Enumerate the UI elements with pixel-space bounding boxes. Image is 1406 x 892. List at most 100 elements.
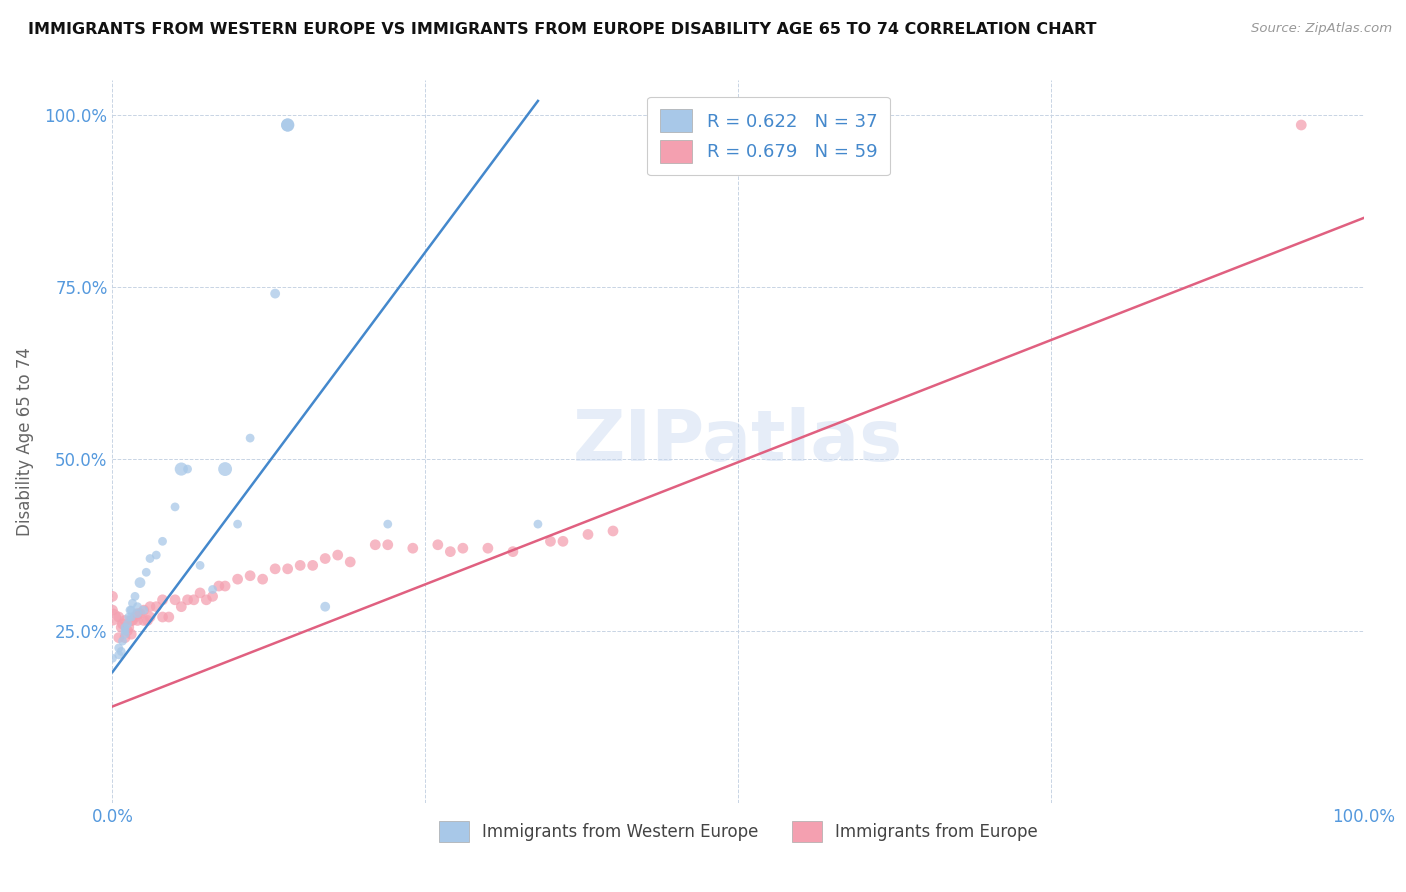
Point bbox=[195, 592, 218, 607]
Point bbox=[118, 603, 141, 617]
Point bbox=[152, 610, 174, 624]
Point bbox=[239, 431, 262, 445]
Point bbox=[114, 631, 136, 645]
Point bbox=[188, 558, 211, 573]
Point bbox=[114, 614, 136, 628]
Point bbox=[208, 579, 231, 593]
Point bbox=[277, 118, 299, 132]
Point bbox=[107, 631, 129, 645]
Point bbox=[451, 541, 474, 556]
Point bbox=[226, 572, 249, 586]
Point bbox=[277, 562, 299, 576]
Point bbox=[139, 551, 162, 566]
Point bbox=[101, 603, 124, 617]
Text: IMMIGRANTS FROM WESTERN EUROPE VS IMMIGRANTS FROM EUROPE DISABILITY AGE 65 TO 74: IMMIGRANTS FROM WESTERN EUROPE VS IMMIGR… bbox=[28, 22, 1097, 37]
Point bbox=[170, 462, 193, 476]
Point bbox=[551, 534, 574, 549]
Point bbox=[118, 610, 141, 624]
Point bbox=[214, 579, 236, 593]
Point bbox=[170, 599, 193, 614]
Point bbox=[136, 614, 159, 628]
Point bbox=[314, 551, 336, 566]
Point bbox=[118, 620, 141, 634]
Point bbox=[114, 620, 136, 634]
Point bbox=[114, 627, 136, 641]
Point bbox=[121, 614, 143, 628]
Point bbox=[110, 620, 132, 634]
Point bbox=[377, 538, 399, 552]
Point bbox=[264, 286, 287, 301]
Point bbox=[114, 624, 136, 638]
Y-axis label: Disability Age 65 to 74: Disability Age 65 to 74 bbox=[15, 347, 34, 536]
Point bbox=[121, 596, 143, 610]
Point bbox=[110, 644, 132, 658]
Point bbox=[364, 538, 387, 552]
Text: ZIPatlas: ZIPatlas bbox=[574, 407, 903, 476]
Point bbox=[226, 517, 249, 532]
Point bbox=[188, 586, 211, 600]
Point bbox=[107, 610, 129, 624]
Point bbox=[301, 558, 323, 573]
Point bbox=[201, 582, 224, 597]
Point bbox=[538, 534, 561, 549]
Point bbox=[127, 614, 149, 628]
Point bbox=[127, 607, 149, 621]
Point bbox=[120, 610, 142, 624]
Point bbox=[527, 517, 550, 532]
Point bbox=[107, 648, 129, 662]
Point bbox=[120, 627, 142, 641]
Point bbox=[111, 616, 134, 631]
Point bbox=[145, 599, 167, 614]
Point bbox=[120, 614, 142, 628]
Point bbox=[576, 527, 599, 541]
Point bbox=[117, 624, 139, 638]
Point bbox=[252, 572, 274, 586]
Point bbox=[135, 566, 157, 580]
Point bbox=[326, 548, 349, 562]
Point bbox=[502, 544, 524, 558]
Point bbox=[101, 610, 124, 624]
Point bbox=[139, 610, 162, 624]
Point bbox=[426, 538, 449, 552]
Point bbox=[132, 603, 155, 617]
Point bbox=[132, 603, 155, 617]
Point bbox=[132, 614, 155, 628]
Point bbox=[290, 558, 312, 573]
Point bbox=[264, 562, 287, 576]
Point bbox=[157, 610, 180, 624]
Point bbox=[152, 592, 174, 607]
Point bbox=[163, 592, 186, 607]
Point bbox=[314, 599, 336, 614]
Point bbox=[339, 555, 361, 569]
Point bbox=[124, 610, 146, 624]
Point bbox=[1291, 118, 1313, 132]
Point bbox=[127, 599, 149, 614]
Point bbox=[101, 651, 124, 665]
Point bbox=[152, 534, 174, 549]
Point bbox=[124, 590, 146, 604]
Point bbox=[101, 590, 124, 604]
Point bbox=[183, 592, 205, 607]
Point bbox=[602, 524, 624, 538]
Point bbox=[163, 500, 186, 514]
Text: Source: ZipAtlas.com: Source: ZipAtlas.com bbox=[1251, 22, 1392, 36]
Point bbox=[201, 590, 224, 604]
Point bbox=[127, 607, 149, 621]
Point bbox=[402, 541, 425, 556]
Point bbox=[214, 462, 236, 476]
Point bbox=[111, 634, 134, 648]
Point bbox=[239, 568, 262, 582]
Point bbox=[107, 640, 129, 655]
Point bbox=[277, 118, 299, 132]
Point bbox=[176, 592, 198, 607]
Point bbox=[120, 603, 142, 617]
Point bbox=[129, 575, 152, 590]
Point bbox=[477, 541, 499, 556]
Point bbox=[145, 548, 167, 562]
Point bbox=[129, 607, 152, 621]
Point bbox=[176, 462, 198, 476]
Point bbox=[439, 544, 461, 558]
Point bbox=[117, 616, 139, 631]
Point bbox=[377, 517, 399, 532]
Point bbox=[139, 599, 162, 614]
